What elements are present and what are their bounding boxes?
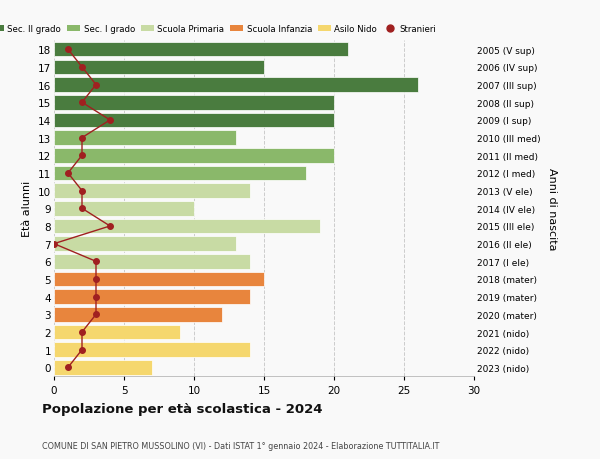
Bar xyxy=(54,272,264,286)
Bar xyxy=(54,202,194,216)
Bar xyxy=(54,343,250,357)
Text: Popolazione per età scolastica - 2024: Popolazione per età scolastica - 2024 xyxy=(42,403,323,415)
Bar xyxy=(54,61,264,75)
Bar xyxy=(54,237,236,252)
Bar xyxy=(54,325,180,340)
Bar xyxy=(54,43,348,57)
Bar xyxy=(54,255,250,269)
Bar xyxy=(54,96,334,110)
Bar xyxy=(54,113,334,128)
Bar xyxy=(54,219,320,234)
Bar xyxy=(54,290,250,304)
Bar xyxy=(54,360,152,375)
Bar xyxy=(54,78,418,93)
Bar xyxy=(54,308,222,322)
Text: COMUNE DI SAN PIETRO MUSSOLINO (VI) - Dati ISTAT 1° gennaio 2024 - Elaborazione : COMUNE DI SAN PIETRO MUSSOLINO (VI) - Da… xyxy=(42,441,439,450)
Y-axis label: Anni di nascita: Anni di nascita xyxy=(547,168,557,250)
Bar xyxy=(54,166,306,181)
Y-axis label: Età alunni: Età alunni xyxy=(22,181,32,237)
Bar xyxy=(54,184,250,198)
Legend: Sec. II grado, Sec. I grado, Scuola Primaria, Scuola Infanzia, Asilo Nido, Stran: Sec. II grado, Sec. I grado, Scuola Prim… xyxy=(0,25,436,34)
Bar xyxy=(54,131,236,146)
Bar xyxy=(54,149,334,163)
